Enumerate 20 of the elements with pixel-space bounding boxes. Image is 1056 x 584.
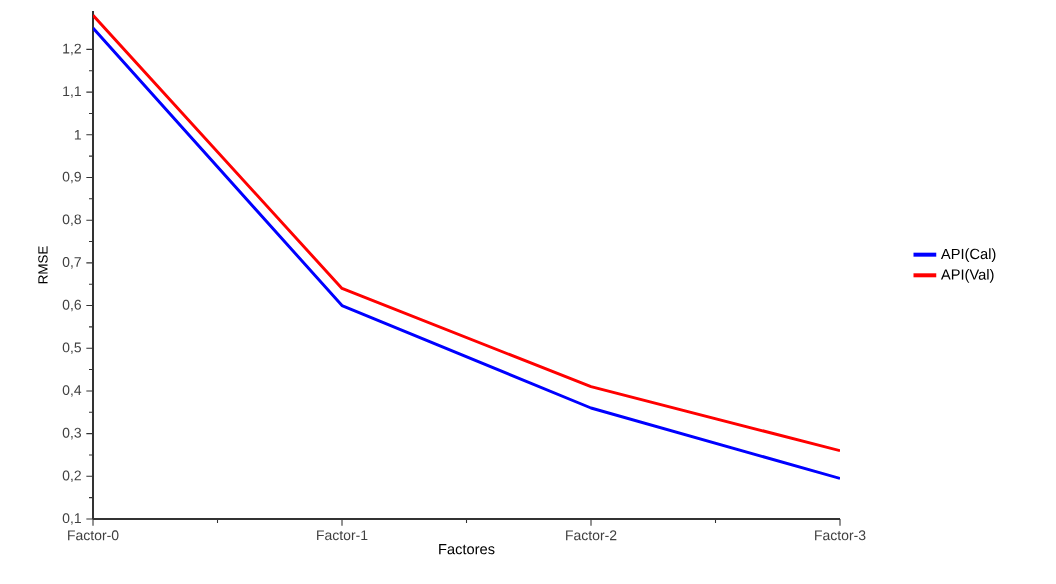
- y-tick-label: 0,9: [62, 171, 81, 184]
- x-tick-label: Factor-2: [566, 530, 617, 541]
- y-tick-label: 0,3: [62, 427, 82, 440]
- legend-label: API(Val): [940, 268, 994, 283]
- y-tick-label: 0,1: [62, 513, 81, 525]
- y-tick-label: 1: [74, 129, 81, 140]
- x-tick-label: Factor-0: [68, 530, 119, 541]
- y-tick-label: 0,7: [62, 257, 81, 269]
- y-tick-label: 0,5: [62, 342, 82, 355]
- y-tick-label: 1,2: [63, 43, 81, 56]
- x-tick-label: Factor-1: [317, 530, 368, 541]
- legend-label: API(Cal): [940, 248, 996, 263]
- y-tick-label: 0,4: [62, 385, 82, 397]
- y-tick-label: 1,1: [63, 86, 81, 98]
- y-axis-title: RMSE: [38, 246, 48, 284]
- x-axis-title: Factores: [439, 544, 495, 555]
- y-tick-label: 0,2: [62, 470, 81, 483]
- y-tick-label: 0,8: [62, 214, 82, 226]
- x-tick-label: Factor-3: [815, 530, 866, 541]
- y-tick-label: 0,6: [62, 299, 82, 312]
